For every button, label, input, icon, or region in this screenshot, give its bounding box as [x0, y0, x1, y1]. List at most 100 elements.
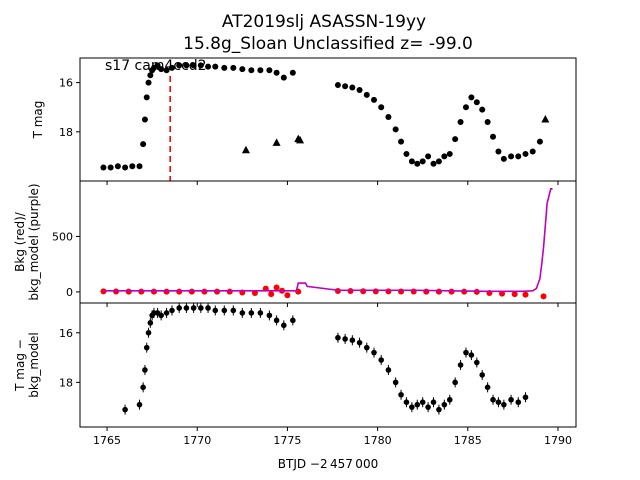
- detrended-point: [266, 312, 273, 319]
- lightcurve-point: [392, 126, 399, 133]
- lightcurve-point: [484, 118, 491, 125]
- detrended-point: [446, 396, 453, 403]
- background-point: [163, 288, 170, 295]
- panel-frame: [79, 180, 577, 304]
- lightcurve-point: [334, 82, 341, 89]
- lightcurve-point: [158, 66, 165, 73]
- lightcurve-point: [452, 136, 459, 143]
- detrended-point: [385, 367, 392, 373]
- lightcurve-point: [205, 63, 212, 70]
- background-point: [410, 288, 417, 295]
- lightcurve-point: [500, 155, 507, 162]
- detrended-point: [452, 379, 458, 386]
- x-tick-label: 1765: [93, 434, 121, 447]
- detrended-point: [409, 404, 415, 410]
- lightcurve-point: [230, 64, 237, 71]
- detrended-point: [140, 384, 146, 391]
- detrended-point: [145, 329, 152, 336]
- detrended-point: [371, 349, 377, 356]
- background-point: [273, 284, 280, 291]
- lightcurve-point: [425, 153, 432, 160]
- lightcurve-point: [176, 62, 183, 69]
- lightcurve-point: [140, 141, 147, 148]
- lightcurve-point: [197, 62, 204, 69]
- detrended-point: [430, 399, 437, 406]
- x-tick-label: 1770: [183, 434, 211, 447]
- upper-limit-point: [296, 135, 305, 144]
- background-point: [540, 293, 547, 300]
- lightcurve-point: [143, 94, 150, 101]
- detrended-point: [230, 307, 237, 314]
- lightcurve-point: [212, 63, 219, 70]
- y-tick-label: 0: [66, 286, 73, 299]
- detrended-point: [378, 357, 385, 363]
- lightcurve-point: [490, 133, 497, 140]
- background-point: [385, 288, 392, 295]
- lightcurve-point: [378, 104, 385, 111]
- detrended-point: [122, 406, 128, 413]
- y-tick-label: 16: [59, 77, 73, 90]
- detrended-point: [392, 379, 399, 386]
- detrended-point: [441, 401, 448, 408]
- chart-title-line1: AT2019slj ASASSN-19yy: [222, 12, 426, 32]
- lightcurve-point: [239, 66, 246, 73]
- detrended-point: [142, 367, 148, 373]
- lightcurve-point: [122, 164, 129, 171]
- detrended-point: [290, 317, 296, 324]
- detrended-point: [457, 362, 464, 368]
- x-tick-label: 1780: [364, 434, 392, 447]
- lightcurve-point: [363, 91, 370, 98]
- detrended-point: [490, 396, 496, 403]
- background-point: [522, 291, 529, 298]
- detrended-point: [190, 305, 197, 311]
- lightcurve-point: [100, 164, 107, 171]
- upper-limit-point: [541, 115, 550, 123]
- lightcurve-point: [468, 94, 475, 101]
- detrended-point: [335, 334, 341, 341]
- chart-title-line2: 15.8g_Sloan Unclassified z= -99.0: [183, 34, 473, 54]
- y-axis-label: T mag −bkg_model: [13, 332, 41, 398]
- lightcurve-point: [419, 158, 426, 165]
- lightcurve-point: [107, 164, 114, 171]
- lightcurve-point: [114, 163, 121, 170]
- lightcurve-point: [403, 150, 410, 157]
- lightcurve-point: [147, 72, 154, 79]
- detrended-point: [163, 310, 170, 316]
- lightcurve-point: [168, 64, 175, 71]
- background-point: [268, 291, 275, 298]
- background-point: [448, 288, 455, 295]
- lightcurve-point: [508, 153, 515, 160]
- panel-bottom: 16 18 1765 1770 1775 1780 1785 1790 T mag −bkg_m…: [13, 302, 577, 447]
- panel-frame: [79, 57, 577, 182]
- detrended-point: [349, 337, 356, 344]
- panel-top: 16 18 T mag: [31, 57, 577, 185]
- lightcurve-point: [430, 160, 437, 167]
- lightcurve-point: [129, 163, 136, 170]
- lightcurve-point: [183, 62, 190, 69]
- detrended-point: [205, 305, 211, 311]
- background-point: [423, 288, 430, 295]
- detrended-point: [522, 394, 529, 401]
- lightcurve-point: [408, 158, 415, 165]
- lightcurve-point: [441, 153, 448, 160]
- lightcurve-point: [515, 153, 522, 160]
- lightcurve-point: [136, 163, 143, 170]
- detrended-point: [398, 391, 404, 398]
- lightcurve-point: [529, 148, 536, 155]
- y-tick-label: 16: [59, 327, 73, 340]
- detrended-point: [221, 307, 228, 314]
- detrended-point: [403, 399, 410, 406]
- x-tick-label: 1775: [273, 434, 301, 447]
- lightcurve-point: [495, 148, 502, 155]
- detrended-point: [425, 404, 431, 410]
- detrended-point: [212, 307, 219, 314]
- lightcurve-point: [479, 106, 486, 113]
- detrended-point: [414, 401, 421, 408]
- detrended-point: [484, 384, 491, 391]
- lightcurve-point: [385, 114, 392, 121]
- detrended-point: [147, 320, 154, 326]
- detrended-point: [143, 344, 150, 351]
- lightcurve-point: [141, 116, 148, 123]
- lightcurve-point: [145, 79, 152, 86]
